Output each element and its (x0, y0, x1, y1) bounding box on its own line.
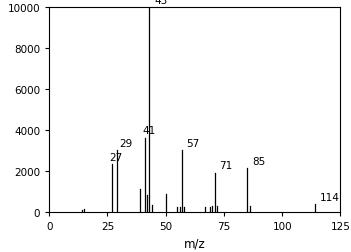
Text: 114: 114 (319, 192, 339, 202)
Text: 57: 57 (187, 138, 200, 148)
Text: 29: 29 (119, 138, 132, 148)
Text: 41: 41 (143, 126, 155, 136)
Text: 85: 85 (252, 156, 265, 166)
Text: 27: 27 (110, 152, 123, 162)
X-axis label: m/z: m/z (184, 236, 206, 249)
Text: 43: 43 (154, 0, 167, 6)
Text: 71: 71 (219, 161, 232, 170)
Y-axis label: Abundance: Abundance (0, 77, 2, 143)
